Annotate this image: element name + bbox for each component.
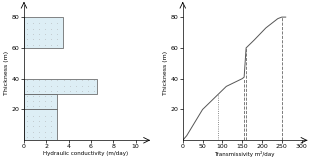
- Bar: [24, 109, 57, 140]
- Y-axis label: Thickness (m): Thickness (m): [4, 50, 9, 95]
- X-axis label: Transmissivity m²/day: Transmissivity m²/day: [214, 151, 274, 157]
- X-axis label: Hydraulic conductivity (m/day): Hydraulic conductivity (m/day): [43, 151, 128, 156]
- Bar: [24, 79, 96, 94]
- Bar: [24, 94, 57, 109]
- Bar: [24, 17, 63, 48]
- Y-axis label: Thickness (m): Thickness (m): [163, 50, 168, 95]
